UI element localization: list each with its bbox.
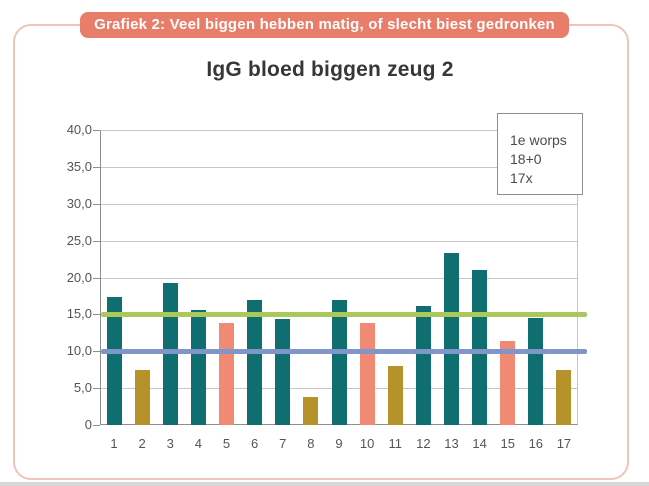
gridline: [100, 166, 578, 168]
bar-6: [247, 300, 263, 425]
x-axis-label: 15: [500, 436, 515, 451]
y-axis-tick: [93, 388, 100, 390]
bar-9: [331, 300, 347, 425]
y-axis-tick: [93, 203, 100, 205]
gridline: [100, 277, 578, 279]
bar-15: [500, 340, 516, 425]
y-axis-tick: [93, 314, 100, 316]
bar-16: [528, 318, 544, 425]
y-axis-label: 0: [84, 417, 92, 432]
x-axis-label: 10: [359, 436, 375, 451]
bar-17: [556, 370, 572, 425]
bar-12: [415, 305, 431, 425]
y-axis-label: 30,0: [66, 195, 92, 211]
threshold-line-green: [101, 311, 587, 317]
bar-2: [134, 370, 150, 425]
bar-10: [359, 323, 375, 425]
legend-entry: 1e worps: [510, 132, 567, 148]
x-axis-label: 17: [556, 436, 572, 451]
legend-box: 1e worps 18+0 17x: [497, 113, 583, 195]
x-axis-label: 4: [194, 436, 203, 451]
bar-7: [275, 318, 291, 425]
page-bottom-edge: [0, 482, 649, 486]
y-axis-label: 40,0: [66, 122, 92, 137]
chart-title: IgG bloed biggen zeug 2: [206, 58, 454, 81]
y-axis-label: 10,0: [66, 343, 92, 359]
legend-entry: 18+0: [510, 151, 542, 167]
y-axis-tick: [93, 425, 100, 426]
x-axis-label: 1: [110, 436, 118, 451]
y-axis-label: 5,0: [73, 380, 92, 396]
y-axis-label: 20,0: [66, 269, 92, 285]
legend-entry: 17x: [510, 170, 533, 186]
x-axis-label: 12: [416, 436, 431, 451]
y-axis-tick: [93, 240, 100, 242]
y-axis-tick: [93, 166, 100, 168]
bar-4: [190, 309, 206, 425]
gridline: [100, 240, 578, 242]
x-axis-label: 5: [222, 436, 231, 451]
y-axis-label: 25,0: [66, 232, 92, 248]
x-axis-label: 8: [307, 436, 315, 451]
bar-1: [106, 296, 122, 425]
x-axis-label: 7: [279, 436, 287, 451]
x-axis-label: 6: [251, 436, 259, 451]
bar-5: [219, 323, 235, 425]
bar-8: [303, 396, 319, 425]
y-axis-label: 35,0: [66, 158, 92, 174]
x-axis-label: 11: [388, 436, 402, 451]
x-axis-label: 9: [335, 436, 343, 451]
y-axis-tick: [93, 351, 100, 353]
x-axis-label: 3: [166, 436, 174, 451]
bar-13: [443, 253, 459, 425]
bar-3: [162, 283, 178, 425]
y-axis-label: 15,0: [66, 306, 92, 322]
bar-14: [472, 270, 488, 425]
bar-11: [387, 366, 403, 425]
y-axis-tick: [93, 130, 100, 131]
x-axis-label: 16: [528, 436, 544, 451]
chart-caption-banner: Grafiek 2: Veel biggen hebben matig, of …: [80, 12, 569, 38]
x-axis-label: 2: [138, 436, 146, 451]
y-axis-tick: [93, 277, 100, 279]
gridline: [100, 203, 578, 205]
x-axis-label: 14: [472, 436, 487, 451]
x-axis-label: 13: [444, 436, 459, 451]
threshold-line-blue: [101, 348, 587, 354]
